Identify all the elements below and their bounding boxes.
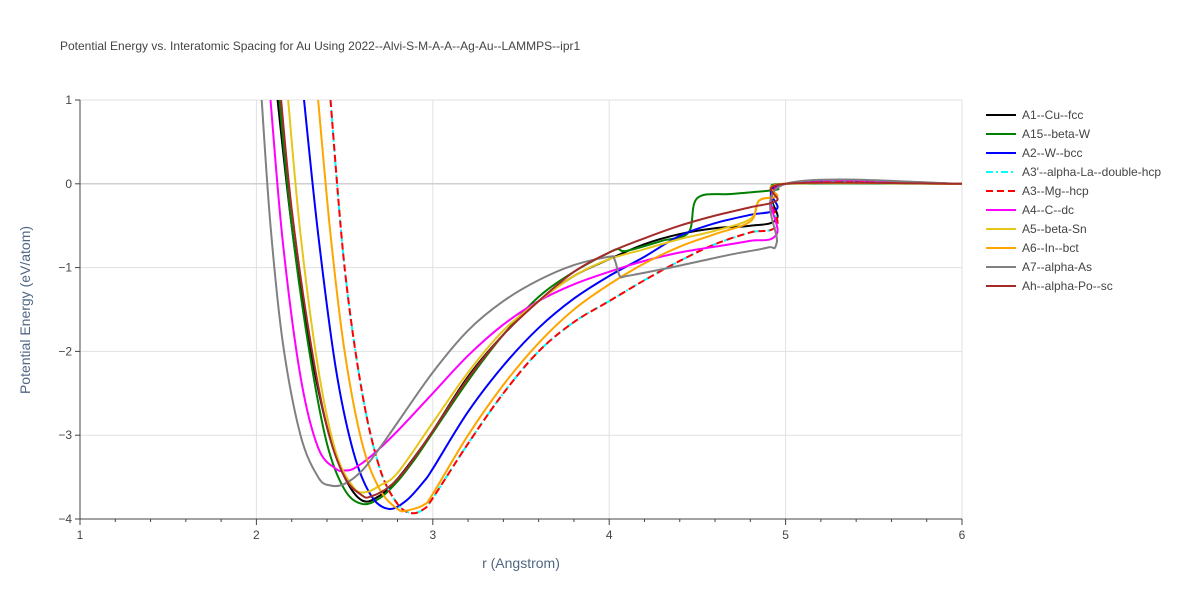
legend-label: A3--Mg--hcp — [1022, 184, 1089, 198]
x-tick-label: 5 — [782, 528, 789, 542]
legend-label: A3'--alpha-La--double-hcp — [1022, 165, 1161, 179]
legend-item-a5-beta-sn[interactable]: A5--beta-Sn — [986, 222, 1087, 236]
x-tick-label: 1 — [77, 528, 84, 542]
legend-label: Ah--alpha-Po--sc — [1022, 279, 1113, 293]
legend-item-a2-w-bcc[interactable]: A2--W--bcc — [986, 146, 1082, 160]
legend-item-a4-c-dc[interactable]: A4--C--dc — [986, 203, 1074, 217]
series-line-a3-alpha-la-double-hcp — [329, 100, 962, 515]
x-tick-label: 6 — [959, 528, 966, 542]
series-line-a3-mg-hcp — [329, 100, 962, 515]
legend-item-a6-in-bct[interactable]: A6--In--bct — [986, 241, 1079, 255]
series-line-a6-in-bct — [317, 100, 962, 513]
legend-label: A2--W--bcc — [1022, 146, 1082, 160]
legend-item-a7-alpha-as[interactable]: A7--alpha-As — [986, 260, 1092, 274]
series-line-a7-alpha-as — [260, 100, 962, 488]
legend-item-ah-alpha-po-sc[interactable]: Ah--alpha-Po--sc — [986, 279, 1113, 293]
legend-label: A15--beta-W — [1022, 127, 1091, 141]
legend[interactable]: A1--Cu--fcc A15--beta-W A2--W--bcc A3'--alp… — [986, 108, 1161, 293]
x-tick-label: 2 — [253, 528, 260, 542]
legend-item-a3-alpha-la-double-hcp[interactable]: A3'--alpha-La--double-hcp — [986, 165, 1161, 179]
y-tick-label: −4 — [58, 512, 72, 526]
legend-item-a3-mg-hcp[interactable]: A3--Mg--hcp — [986, 184, 1089, 198]
legend-label: A1--Cu--fcc — [1022, 108, 1083, 122]
legend-label: A5--beta-Sn — [1022, 222, 1087, 236]
legend-item-a15-beta-w[interactable]: A15--beta-W — [986, 127, 1091, 141]
chart-title: Potential Energy vs. Interatomic Spacing… — [60, 39, 581, 53]
x-axis-title: r (Angstrom) — [482, 555, 560, 571]
series-line-a2-w-bcc — [303, 100, 962, 511]
y-tick-label: 0 — [65, 177, 72, 191]
legend-label: A7--alpha-As — [1022, 260, 1092, 274]
y-axis-title: Potential Energy (eV/atom) — [17, 226, 33, 394]
x-tick-label: 3 — [429, 528, 436, 542]
legend-label: A6--In--bct — [1022, 241, 1079, 255]
legend-item-a1-cu-fcc[interactable]: A1--Cu--fcc — [986, 108, 1083, 122]
x-tick-label: 4 — [606, 528, 613, 542]
series-line-ah-alpha-po-sc — [280, 100, 962, 499]
y-tick-label: −2 — [58, 344, 72, 358]
y-tick-label: 1 — [65, 93, 72, 107]
series-line-a15-beta-w — [278, 100, 962, 506]
series-line-a1-cu-fcc — [276, 100, 962, 503]
axis-layer: 1 2 3 4 5 6 1 0 −1 −2 −3 −4 — [58, 93, 965, 542]
series-layer — [260, 100, 962, 515]
series-line-a4-c-dc — [269, 100, 962, 472]
y-tick-label: −3 — [58, 428, 72, 442]
legend-label: A4--C--dc — [1022, 203, 1074, 217]
grid-layer — [80, 99, 963, 519]
y-tick-label: −1 — [58, 261, 72, 275]
